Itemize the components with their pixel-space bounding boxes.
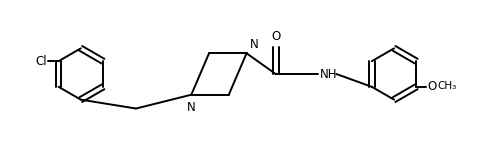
Text: O: O xyxy=(271,30,280,43)
Text: N: N xyxy=(186,101,195,114)
Text: CH₃: CH₃ xyxy=(436,81,455,91)
Text: N: N xyxy=(249,38,258,51)
Text: O: O xyxy=(426,80,435,93)
Text: Cl: Cl xyxy=(35,55,47,68)
Text: NH: NH xyxy=(319,67,336,81)
